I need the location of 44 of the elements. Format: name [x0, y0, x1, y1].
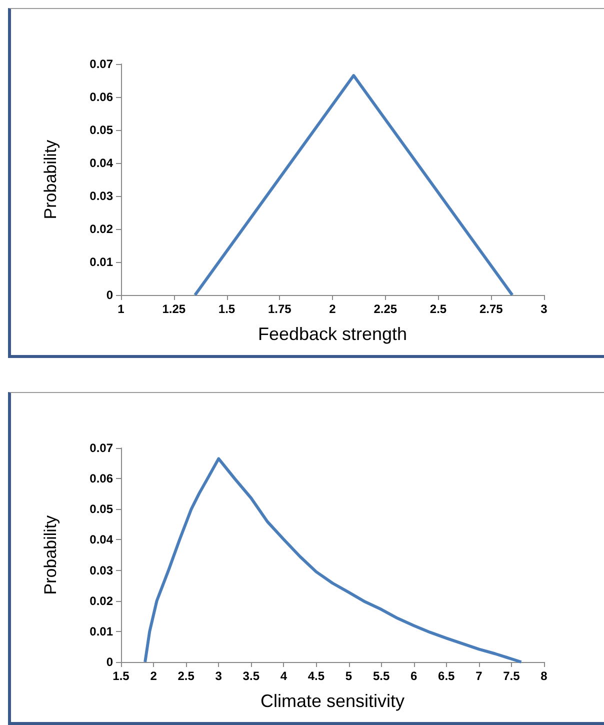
x-tick-label: 4: [280, 669, 288, 683]
x-tick-label: 8: [540, 669, 548, 683]
y-tick-label: 0.07: [90, 441, 114, 455]
line-series: [144, 457, 523, 664]
y-tick-label: 0.01: [90, 255, 114, 269]
x-tick-label: 7.5: [503, 669, 520, 683]
x-tick-label: 5: [345, 669, 352, 683]
y-tick-label: 0.07: [90, 57, 114, 71]
x-tick-label: 7: [476, 669, 483, 683]
x-tick-label: 2.25: [374, 302, 398, 316]
x-tick-label: 2.75: [479, 302, 504, 316]
x-tick-label: 1.5: [112, 669, 130, 683]
x-tick-label: 3.5: [242, 669, 260, 683]
y-tick-label: 0.05: [90, 123, 114, 137]
x-tick-label: 2.5: [178, 669, 195, 683]
y-tick-label: 0.05: [90, 502, 114, 516]
x-tick-label: 5.5: [372, 669, 390, 683]
x-tick-label: 2: [329, 302, 336, 316]
x-tick-label: 3: [215, 669, 222, 683]
x-axis-title: Feedback strength: [258, 324, 408, 344]
y-tick-label: 0.06: [90, 90, 114, 104]
x-tick-label: 2.5: [430, 302, 447, 316]
y-tick-label: 0.02: [90, 222, 114, 236]
x-tick-label: 1.25: [162, 302, 186, 316]
y-tick-label: 0: [106, 288, 114, 302]
y-tick-label: 0.02: [90, 594, 114, 608]
x-tick-label: 3: [540, 302, 548, 316]
x-tick-label: 6: [410, 669, 418, 683]
x-tick-label: 2: [150, 669, 158, 683]
y-tick-label: 0.06: [90, 472, 114, 486]
x-tick-label: 1: [118, 302, 125, 316]
x-tick-label: 1.75: [268, 302, 292, 316]
x-tick-label: 1.5: [218, 302, 236, 316]
y-tick-label: 0.01: [90, 624, 114, 638]
y-tick-label: 0.04: [90, 156, 114, 170]
y-axis-title: Probability: [41, 514, 60, 595]
x-axis-title: Climate sensitivity: [260, 691, 405, 711]
y-tick-label: 0.03: [90, 563, 114, 578]
y-axis-title: Probability: [41, 139, 60, 220]
x-tick-label: 4.5: [308, 669, 325, 683]
y-tick-label: 0.03: [90, 189, 114, 203]
x-tick-label: 6.5: [438, 669, 456, 683]
y-tick-label: 0: [106, 655, 114, 669]
y-tick-label: 0.04: [90, 532, 114, 547]
